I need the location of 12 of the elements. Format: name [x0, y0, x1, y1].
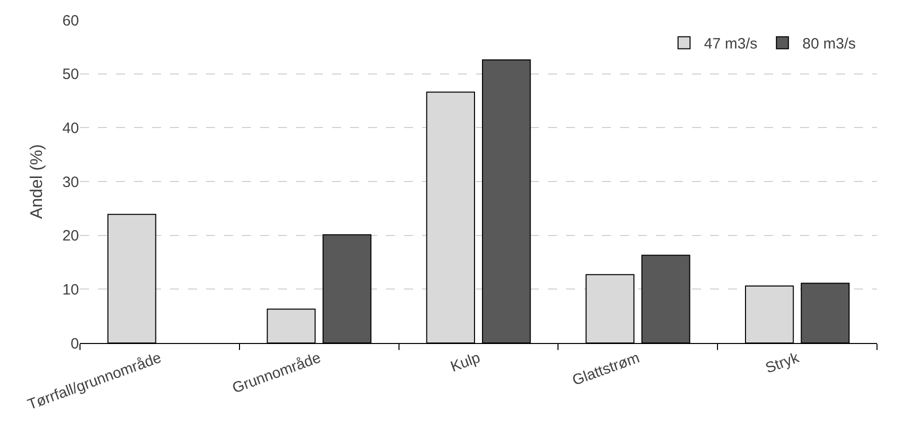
y-tick-label: 10 [62, 281, 79, 298]
y-tick-label: 20 [62, 228, 79, 245]
x-tick-label: Stryk [763, 349, 802, 377]
y-tick-label: 40 [62, 120, 79, 137]
x-tick-label: Kulp [448, 349, 482, 376]
y-tick-label: 30 [62, 174, 79, 191]
y-tick-label: 60 [62, 12, 79, 30]
legend-label: 80 m3/s [802, 36, 856, 53]
legend-label: 47 m3/s [704, 36, 758, 53]
y-tick-label: 0 [70, 335, 79, 352]
y-tick-label: 50 [62, 66, 79, 84]
y-axis-title: Andel (%) [26, 144, 46, 219]
